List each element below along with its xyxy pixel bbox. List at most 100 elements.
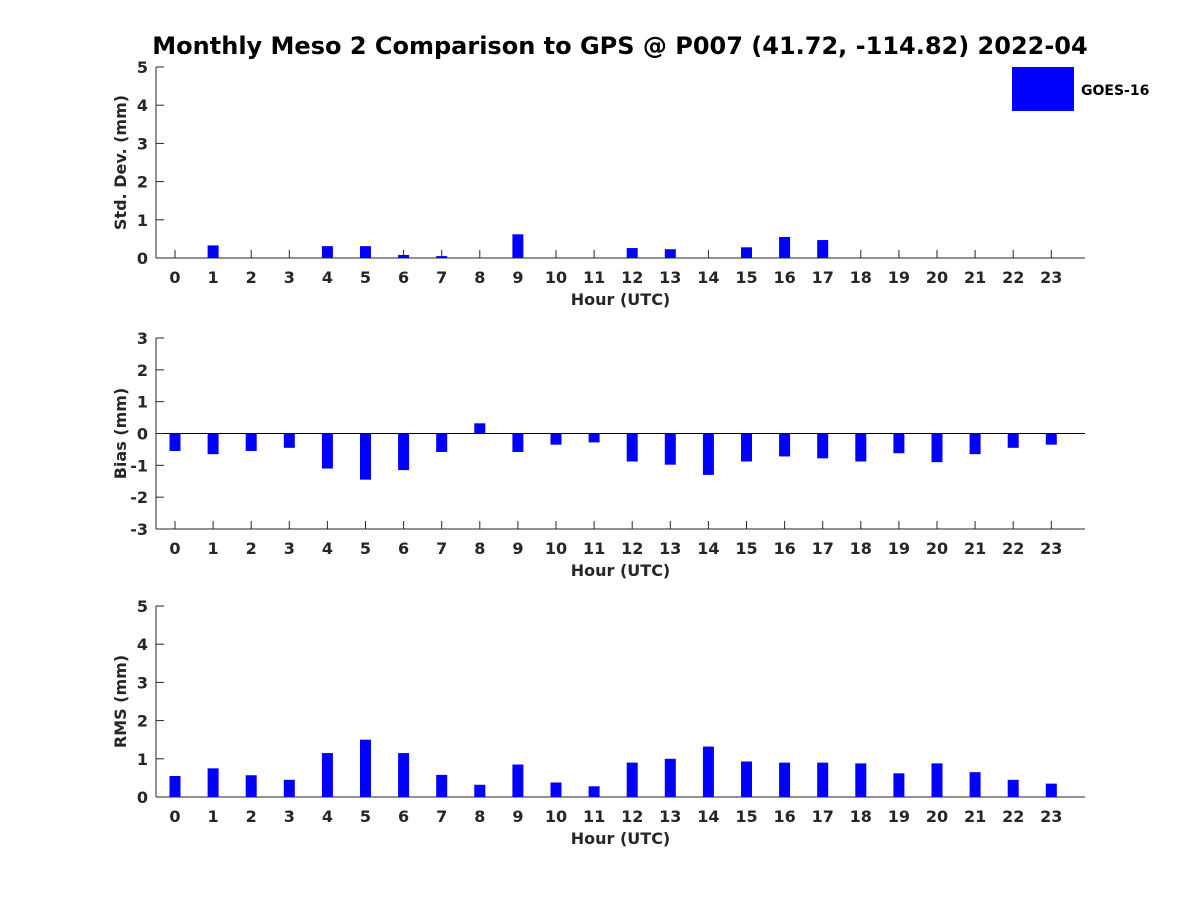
legend-swatch-goes-16 — [1012, 67, 1074, 111]
x-tick-label: 19 — [888, 268, 910, 287]
x-tick-label: 11 — [583, 807, 605, 826]
x-tick-label: 12 — [621, 268, 643, 287]
bar-hour-22 — [1007, 433, 1019, 448]
bar-hour-9 — [512, 433, 524, 452]
x-tick-label: 20 — [926, 807, 948, 826]
chart-title: Monthly Meso 2 Comparison to GPS @ P007 … — [152, 32, 1087, 60]
bar-hour-16 — [779, 762, 791, 797]
x-tick-label: 4 — [322, 539, 333, 558]
x-tick-label: 2 — [246, 807, 257, 826]
y-tick-label: 0 — [137, 788, 148, 807]
bar-hour-16 — [779, 433, 791, 457]
x-tick-label: 9 — [512, 539, 523, 558]
x-tick-label: 16 — [773, 807, 795, 826]
bar-hour-23 — [1045, 433, 1057, 445]
x-tick-label: 10 — [545, 539, 567, 558]
bar-hour-5 — [360, 246, 371, 258]
bar-hour-6 — [398, 254, 410, 258]
bar-hour-20 — [931, 433, 943, 463]
bar-hour-8 — [474, 423, 486, 434]
x-tick-label: 7 — [436, 807, 447, 826]
bar-hour-9 — [512, 234, 524, 258]
bar-hour-7 — [436, 256, 448, 258]
bar-hour-1 — [207, 768, 219, 797]
x-tick-label: 11 — [583, 268, 605, 287]
y-tick-label: 3 — [137, 673, 148, 692]
x-tick-label: 14 — [697, 807, 719, 826]
x-axis-label: Hour (UTC) — [571, 829, 671, 848]
x-tick-label: 10 — [545, 807, 567, 826]
bar-hour-18 — [855, 433, 867, 462]
x-tick-label: 13 — [659, 807, 681, 826]
x-tick-label: 15 — [735, 539, 757, 558]
x-tick-label: 4 — [322, 807, 333, 826]
x-tick-label: 21 — [964, 268, 986, 287]
x-tick-label: 23 — [1040, 539, 1062, 558]
bar-hour-13 — [664, 249, 676, 258]
x-tick-label: 1 — [208, 807, 219, 826]
y-tick-label: -2 — [130, 488, 148, 507]
bar-hour-10 — [550, 782, 562, 797]
legend: GOES-16 — [1012, 67, 1149, 111]
bar-hour-1 — [207, 433, 219, 455]
x-tick-label: 23 — [1040, 807, 1062, 826]
bar-hour-17 — [817, 762, 829, 797]
bar-hour-17 — [817, 433, 829, 459]
x-tick-label: 8 — [474, 539, 485, 558]
bar-hour-7 — [436, 774, 448, 797]
y-axis-label: Std. Dev. (mm) — [111, 95, 130, 230]
y-tick-label: 3 — [137, 134, 148, 153]
bar-hour-10 — [550, 433, 562, 445]
x-tick-label: 16 — [773, 268, 795, 287]
bar-hour-17 — [817, 240, 829, 258]
bar-hour-11 — [588, 786, 600, 797]
bar-hour-5 — [360, 433, 371, 480]
x-tick-label: 10 — [545, 268, 567, 287]
x-tick-label: 0 — [169, 807, 180, 826]
x-tick-label: 0 — [169, 539, 180, 558]
x-tick-label: 21 — [964, 539, 986, 558]
y-tick-label: 0 — [137, 249, 148, 268]
y-tick-label: 1 — [137, 393, 148, 412]
x-tick-label: 4 — [322, 268, 333, 287]
bar-hour-0 — [169, 433, 181, 452]
bar-hour-22 — [1007, 779, 1019, 797]
x-tick-label: 22 — [1002, 268, 1024, 287]
x-tick-label: 14 — [697, 268, 719, 287]
x-tick-label: 23 — [1040, 268, 1062, 287]
x-tick-label: 8 — [474, 807, 485, 826]
x-tick-label: 15 — [735, 807, 757, 826]
x-tick-label: 15 — [735, 268, 757, 287]
x-tick-label: 9 — [512, 268, 523, 287]
bar-hour-20 — [931, 763, 943, 797]
x-tick-label: 22 — [1002, 539, 1024, 558]
x-tick-label: 8 — [474, 268, 485, 287]
x-tick-label: 7 — [436, 539, 447, 558]
bar-hour-21 — [969, 433, 981, 455]
bar-hour-18 — [855, 763, 867, 797]
bar-hour-23 — [1045, 783, 1057, 797]
bar-hour-6 — [398, 433, 410, 471]
y-tick-label: 4 — [137, 96, 148, 115]
x-tick-label: 3 — [284, 539, 295, 558]
bar-hour-3 — [283, 433, 295, 448]
bar-hour-15 — [741, 433, 752, 462]
x-tick-label: 14 — [697, 539, 719, 558]
bar-hour-14 — [702, 746, 714, 797]
x-tick-label: 20 — [926, 539, 948, 558]
x-tick-label: 9 — [512, 807, 523, 826]
bar-hour-12 — [626, 762, 638, 797]
x-tick-label: 21 — [964, 807, 986, 826]
x-tick-label: 17 — [812, 268, 834, 287]
y-axis-label: Bias (mm) — [111, 388, 130, 480]
bar-hour-3 — [283, 779, 295, 797]
bar-hour-14 — [702, 433, 714, 475]
x-tick-label: 6 — [398, 268, 409, 287]
x-tick-label: 5 — [360, 268, 371, 287]
x-tick-label: 3 — [284, 268, 295, 287]
bar-hour-4 — [321, 246, 333, 258]
